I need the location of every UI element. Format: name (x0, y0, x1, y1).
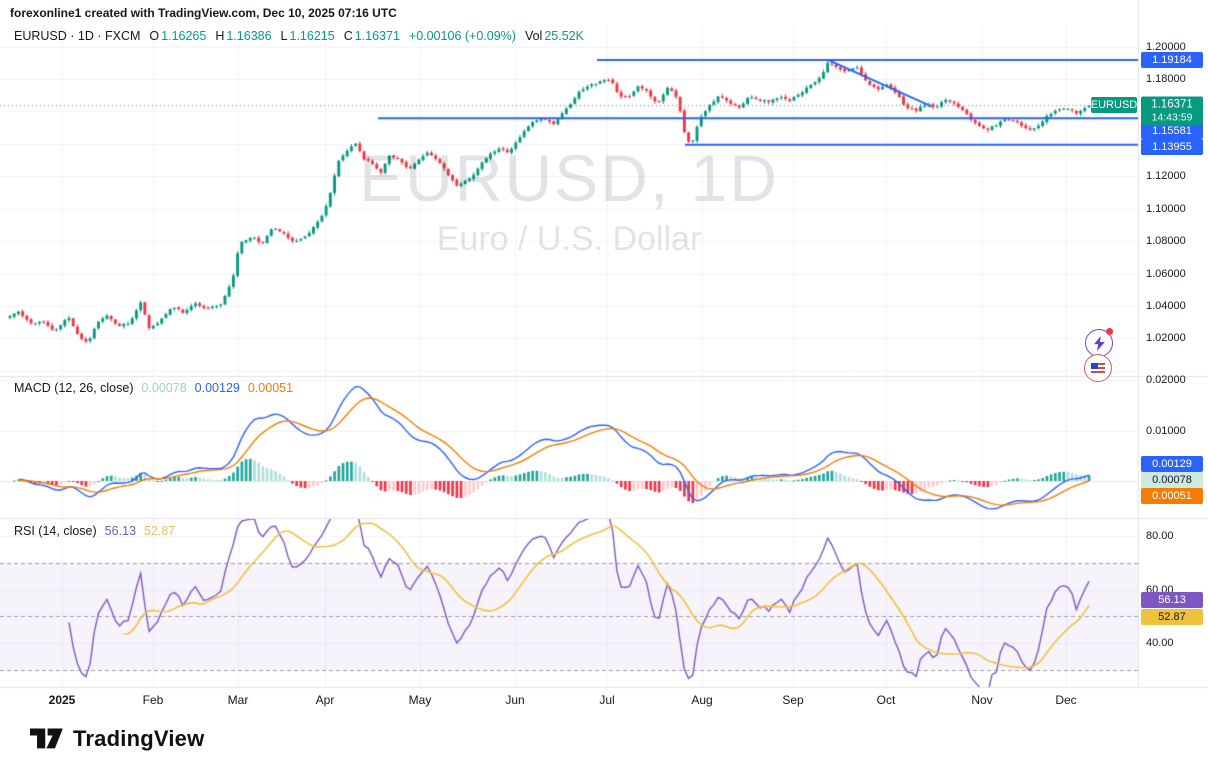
time-axis-label: Nov (971, 693, 993, 707)
level-price-badge: 1.13955 (1141, 138, 1203, 155)
economic-events-icon-button[interactable] (1084, 354, 1112, 382)
rsi-tick-label: 80.00 (1146, 530, 1174, 542)
open-value: O 1.16265 (149, 29, 207, 43)
price-tick-label: 1.04000 (1146, 299, 1186, 312)
macd-signal-value: 0.00051 (247, 381, 294, 395)
attribution-note: forexonline1 created with TradingView.co… (10, 6, 397, 20)
time-axis-label: Sep (782, 693, 804, 707)
level-price-badge: 1.19184 (1141, 51, 1203, 68)
macd-tick-label: 0.01000 (1146, 424, 1186, 437)
last-price-value: 1.16371 (1151, 98, 1193, 111)
time-axis-label: Jun (505, 693, 525, 707)
time-axis-label: Feb (142, 693, 164, 707)
time-axis-label: Dec (1055, 693, 1077, 707)
last-price-badge: 1.16371 14:43:59 (1141, 96, 1203, 126)
price-tick-label: 1.08000 (1146, 235, 1186, 248)
time-axis-label: 2025 (48, 693, 76, 707)
rsi-value-badge: 52.87 (1141, 608, 1203, 625)
macd-tick-label: 0.02000 (1146, 374, 1186, 386)
macd-hist-value: 0.00078 (141, 381, 187, 395)
alerts-icon-button[interactable] (1085, 328, 1113, 357)
price-tick-label: 1.20000 (1146, 40, 1186, 53)
rsi-value: 56.13 (104, 524, 136, 538)
high-value: H 1.16386 (215, 29, 272, 43)
volume-value: Vol 25.52K (524, 29, 584, 43)
us-flag-icon (1091, 362, 1105, 373)
symbol-price-chip: EURUSD (1090, 97, 1138, 114)
time-axis-label: May (408, 693, 432, 707)
level-price-badge: 1.15581 (1141, 123, 1203, 140)
price-tick-label: 1.06000 (1146, 267, 1186, 280)
price-tick-label: 1.10000 (1146, 202, 1186, 215)
symbol-legend: EURUSD · 1D · FXCM O 1.16265 H 1.16386 L… (14, 29, 584, 43)
change-value: +0.00106 (+0.09%) (408, 29, 516, 43)
macd-value-badge: 0.00051 (1141, 488, 1203, 504)
rsi-legend: RSI (14, close) 56.13 52.87 (14, 524, 175, 538)
macd-legend: MACD (12, 26, close) 0.00078 0.00129 0.0… (14, 381, 293, 395)
close-value: C 1.16371 (343, 29, 400, 43)
tradingview-mark-icon (30, 728, 63, 749)
bar-countdown: 14:43:59 (1151, 111, 1193, 124)
price-tick-label: 1.02000 (1146, 332, 1186, 345)
rsi-tick-label: 40.00 (1146, 637, 1174, 649)
time-axis-label: Aug (691, 693, 713, 707)
time-axis-label: Mar (227, 693, 249, 707)
lightning-icon (1093, 335, 1105, 351)
tradingview-logo[interactable]: TradingView (30, 726, 204, 752)
price-tick-label: 1.12000 (1146, 170, 1186, 183)
price-tick-label: 1.18000 (1146, 73, 1186, 86)
low-value: L 1.16215 (280, 29, 335, 43)
macd-value-badge: 0.00129 (1141, 456, 1203, 472)
time-axis-label: Apr (315, 693, 335, 707)
macd-line-value: 0.00129 (194, 381, 240, 395)
time-axis-label: Jul (599, 693, 615, 707)
tradingview-wordmark: TradingView (73, 726, 205, 751)
macd-value-badge: 0.00078 (1141, 472, 1203, 488)
notification-dot (1106, 328, 1113, 335)
rsi-ma-value: 52.87 (143, 524, 176, 538)
time-axis-label: Oct (876, 693, 896, 707)
rsi-value-badge: 56.13 (1141, 591, 1203, 608)
rsi-title[interactable]: RSI (14, close) (14, 524, 97, 538)
symbol-title[interactable]: EURUSD · 1D · FXCM (14, 29, 141, 43)
macd-title[interactable]: MACD (12, 26, close) (14, 381, 134, 395)
